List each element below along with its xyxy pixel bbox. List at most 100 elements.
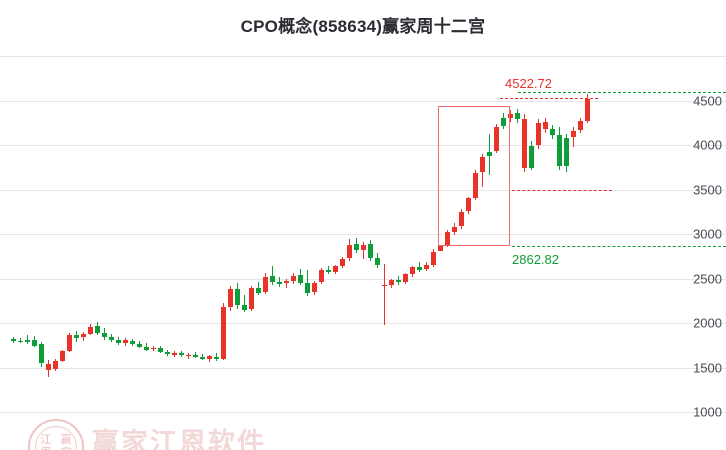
candle-body	[543, 122, 548, 129]
candle-body	[557, 134, 562, 167]
candle-body	[571, 130, 576, 138]
candle-body	[578, 120, 583, 131]
selection-rectangle[interactable]	[438, 106, 510, 247]
candle-body	[410, 267, 415, 275]
candle-body	[550, 128, 555, 136]
candle-body	[179, 353, 184, 356]
candle-body	[214, 356, 219, 360]
candle-body	[151, 347, 156, 350]
candle-body	[445, 232, 450, 246]
y-axis-tick-label: 3500	[693, 182, 722, 197]
candle-body	[382, 284, 387, 287]
candle-body	[221, 306, 226, 360]
candle-body	[452, 226, 457, 232]
candle-body	[60, 350, 65, 361]
candle-body	[256, 287, 261, 293]
candle-body	[333, 266, 338, 272]
candle-body	[312, 282, 317, 293]
price-level-line	[518, 91, 726, 93]
candle-body	[284, 281, 289, 284]
candle-body	[473, 172, 478, 198]
candle-body	[81, 334, 86, 338]
high-price-label: 4522.72	[505, 76, 552, 92]
candle-body	[487, 152, 492, 156]
y-axis-tick-label: 3000	[693, 226, 722, 242]
candle-body	[298, 275, 303, 283]
low-price-label: 2862.82	[512, 252, 559, 268]
candle-body	[249, 288, 254, 310]
candle-body	[515, 113, 520, 120]
candle-body	[67, 335, 72, 351]
candle-wick	[272, 266, 273, 285]
gridline	[0, 278, 726, 280]
gridline	[0, 56, 726, 57]
y-axis-tick-label: 1000	[693, 404, 722, 420]
candle-body	[207, 355, 212, 359]
candle-wick	[27, 335, 28, 345]
candle-body	[242, 304, 247, 310]
candle-wick	[209, 355, 210, 363]
gridline	[0, 234, 726, 235]
seal-logo-icon: 江 赢 恩 家	[28, 419, 84, 450]
candle-body	[137, 343, 142, 347]
watermark: 江 赢 恩 家 赢家江恩软件 www.360gann.com	[28, 417, 298, 450]
gridline	[0, 367, 726, 369]
candle-body	[536, 122, 541, 146]
candle-body	[585, 98, 590, 121]
candle-body	[305, 282, 310, 293]
candle-body	[354, 244, 359, 251]
candle-body	[529, 145, 534, 168]
candle-body	[347, 244, 352, 259]
gridline	[0, 412, 726, 413]
candle-body	[32, 339, 37, 346]
candle-body	[172, 352, 177, 355]
candle-body	[438, 246, 443, 252]
candle-body	[39, 344, 44, 364]
candle-body	[501, 118, 506, 127]
candle-body	[130, 340, 135, 345]
seal-char: 赢	[60, 434, 72, 446]
gridline	[0, 323, 726, 324]
candle-body	[277, 281, 282, 284]
candle-body	[109, 336, 114, 341]
candle-body	[193, 354, 198, 357]
gridline	[0, 189, 726, 191]
watermark-brand: 赢家江恩软件	[92, 428, 266, 450]
candle-body	[368, 244, 373, 259]
candle-body	[144, 346, 149, 350]
candle-body	[326, 269, 331, 273]
candle-body	[375, 258, 380, 266]
candle-body	[389, 280, 394, 286]
candle-body	[158, 348, 163, 353]
page-title: CPO概念(858634)赢家周十二宫	[240, 17, 486, 36]
candle-body	[116, 340, 121, 344]
candle-body	[361, 244, 366, 250]
candle-body	[431, 251, 436, 265]
seal-inner: 江 赢 恩 家	[35, 426, 77, 450]
candle-body	[480, 156, 485, 172]
candle-wick	[244, 295, 245, 313]
y-axis-tick-label: 4000	[693, 137, 722, 153]
price-level-line	[512, 189, 612, 191]
candle-body	[11, 339, 16, 341]
candle-body	[459, 211, 464, 227]
price-level-line	[500, 98, 598, 100]
candle-body	[186, 354, 191, 357]
candle-wick	[384, 264, 385, 326]
candle-body	[102, 333, 107, 338]
candle-body	[494, 127, 499, 152]
y-axis-tick-label: 2000	[693, 315, 722, 331]
candle-body	[25, 340, 30, 342]
gridline	[0, 145, 726, 146]
candle-body	[263, 276, 268, 293]
candle-body	[88, 326, 93, 334]
candle-body	[53, 361, 58, 370]
y-axis-tick-label: 1500	[693, 360, 722, 375]
candle-body	[200, 357, 205, 359]
candle-body	[466, 198, 471, 212]
candle-body	[340, 258, 345, 267]
candle-wick	[20, 337, 21, 344]
y-axis-tick-label: 2500	[693, 271, 722, 286]
candle-body	[270, 276, 275, 283]
